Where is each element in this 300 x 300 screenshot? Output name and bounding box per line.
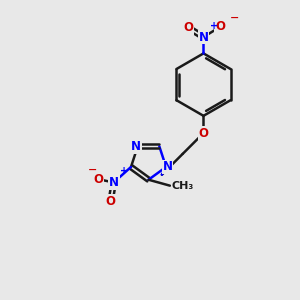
Text: O: O xyxy=(106,195,116,208)
Text: +: + xyxy=(210,21,218,31)
Text: N: N xyxy=(109,176,119,189)
Text: N: N xyxy=(199,31,208,44)
Text: +: + xyxy=(120,166,128,176)
Text: N: N xyxy=(131,140,141,153)
Text: −: − xyxy=(230,13,240,23)
Text: O: O xyxy=(215,20,225,33)
Text: O: O xyxy=(199,127,208,140)
Text: N: N xyxy=(163,160,172,173)
Text: CH₃: CH₃ xyxy=(172,181,194,191)
Text: O: O xyxy=(93,173,103,186)
Text: −: − xyxy=(88,165,98,175)
Text: O: O xyxy=(183,21,193,34)
